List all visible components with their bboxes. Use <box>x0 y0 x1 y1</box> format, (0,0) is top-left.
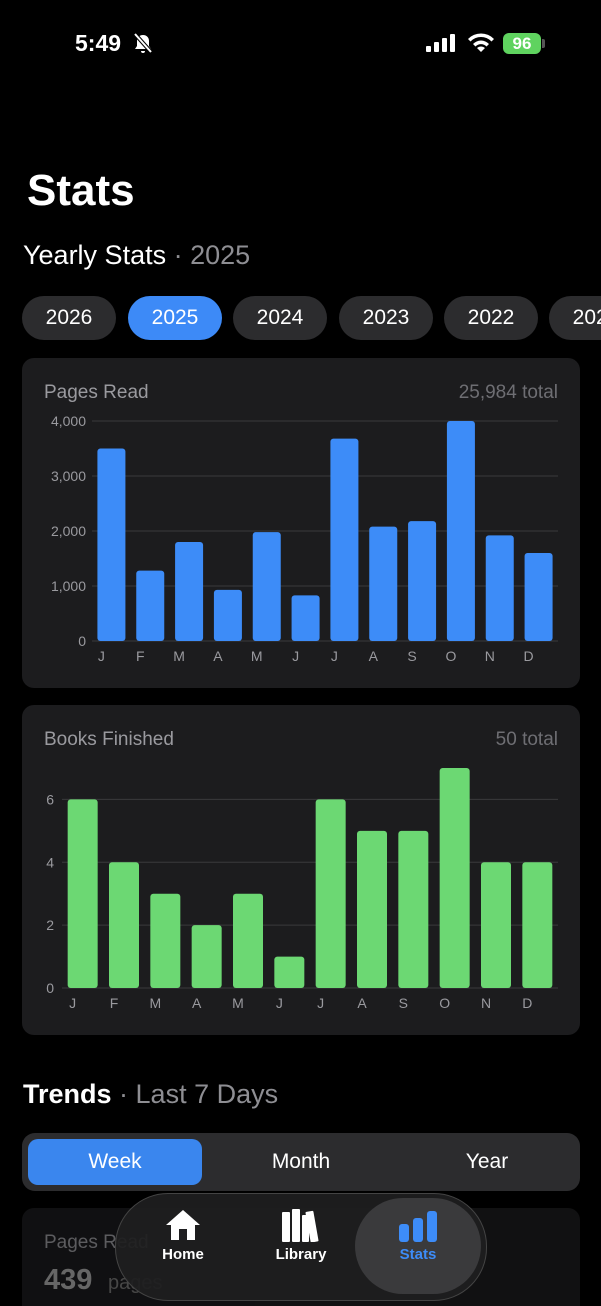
chart-card: Books Finished 50 total 0 2 4 6 J F M A M J J A S O N D <box>22 705 580 1035</box>
segment[interactable]: Month <box>271 1150 331 1173</box>
bar <box>330 438 359 641</box>
x-tick-label: J <box>69 995 76 1011</box>
bar <box>446 421 475 641</box>
y-tick-label: 0 <box>46 980 54 996</box>
bar <box>175 542 204 641</box>
x-tick-label: D <box>522 995 532 1011</box>
bar <box>97 448 126 641</box>
stats-icon[interactable] <box>398 1210 440 1242</box>
x-tick-label: M <box>232 995 244 1011</box>
x-tick-label: M <box>173 648 185 664</box>
trends-range: Last 7 Days <box>135 1079 279 1109</box>
x-tick-label: A <box>369 648 379 664</box>
x-tick-label: J <box>331 648 338 664</box>
section-title: Yearly Stats <box>23 240 167 270</box>
section-header: Yearly Stats · 2025 <box>23 240 250 271</box>
bar <box>369 526 398 641</box>
bar <box>398 830 429 988</box>
x-tick-label: A <box>357 995 367 1011</box>
chart: Pages Read 25,984 total 0 1,000 2,000 3,000 4,… <box>44 382 558 664</box>
bar <box>252 532 281 641</box>
segment[interactable]: Year <box>465 1150 509 1173</box>
x-tick-label: O <box>445 648 456 664</box>
y-tick-label: 2,000 <box>51 523 86 539</box>
bar <box>357 830 387 988</box>
y-tick-label: 0 <box>78 633 86 649</box>
x-tick-label: N <box>485 648 495 664</box>
x-tick-label: J <box>98 648 105 664</box>
year-pill[interactable]: 2022 <box>444 296 538 340</box>
signal-icon <box>426 34 455 52</box>
separator: · <box>111 1079 136 1109</box>
chart: Books Finished 50 total 0 2 4 6 J F M A M J J A S O N D <box>44 729 558 1011</box>
page-title: Stats <box>27 166 135 215</box>
library-icon[interactable] <box>281 1208 321 1242</box>
year-pill[interactable]: 2021 <box>549 296 601 340</box>
x-tick-label: J <box>317 995 324 1011</box>
bar <box>274 956 305 988</box>
x-tick-label: F <box>110 995 119 1011</box>
x-tick-label: M <box>149 995 161 1011</box>
x-tick-label: N <box>481 995 491 1011</box>
y-tick-label: 4 <box>46 854 54 870</box>
battery-cap <box>542 39 545 48</box>
chart-total: 25,984 total <box>459 382 558 403</box>
chart-card: Pages Read 25,984 total 0 1,000 2,000 3,000 4,… <box>22 358 580 688</box>
bar <box>233 893 263 988</box>
trends-title: Trends <box>23 1079 112 1109</box>
bar <box>109 862 139 988</box>
year-pill[interactable]: 2024 <box>233 296 327 340</box>
chart-title: Books Finished <box>44 729 174 750</box>
bar <box>485 535 514 641</box>
silent-icon <box>133 32 153 54</box>
y-tick-label: 4,000 <box>51 413 86 429</box>
year-pill[interactable]: 2026 <box>22 296 116 340</box>
bar <box>213 589 242 641</box>
x-tick-label: D <box>524 648 534 664</box>
x-tick-label: S <box>407 648 416 664</box>
x-tick-label: A <box>213 648 223 664</box>
year-pill[interactable]: 2025 <box>128 296 222 340</box>
bar <box>191 925 222 988</box>
bar <box>522 862 553 988</box>
x-tick-label: A <box>192 995 202 1011</box>
section-year: 2025 <box>190 240 251 270</box>
status-time: 5:49 <box>75 30 122 56</box>
chart-total: 50 total <box>496 729 558 750</box>
y-tick-label: 6 <box>46 791 54 807</box>
y-tick-label: 3,000 <box>51 468 86 484</box>
bar <box>408 521 437 641</box>
separator: · <box>166 240 191 270</box>
wifi-icon <box>468 33 494 52</box>
x-tick-label: S <box>399 995 408 1011</box>
x-tick-label: J <box>276 995 283 1011</box>
trends-header: Trends · Last 7 Days <box>23 1079 278 1110</box>
bar <box>150 893 181 988</box>
bar <box>291 595 320 641</box>
tab-highlight <box>355 1198 481 1294</box>
x-tick-label: M <box>251 648 263 664</box>
bar <box>524 553 553 641</box>
tab-item[interactable]: Stats <box>399 1246 437 1263</box>
chart-title: Pages Read <box>44 382 149 403</box>
tab-item[interactable]: Home <box>162 1246 204 1263</box>
x-tick-label: O <box>439 995 450 1011</box>
bar <box>136 570 165 641</box>
tab-item[interactable]: Library <box>275 1246 327 1263</box>
segment[interactable]: Week <box>28 1139 202 1185</box>
bar <box>439 768 470 988</box>
x-tick-label: J <box>292 648 299 664</box>
bar <box>481 862 511 988</box>
x-tick-label: F <box>136 648 145 664</box>
year-pill[interactable]: 2023 <box>339 296 433 340</box>
bar <box>315 799 346 988</box>
bar <box>67 799 98 988</box>
battery: 96 <box>503 33 541 54</box>
y-tick-label: 1,000 <box>51 578 86 594</box>
home-icon[interactable] <box>164 1208 202 1242</box>
trend-value: 439 <box>44 1264 93 1296</box>
y-tick-label: 2 <box>46 917 54 933</box>
